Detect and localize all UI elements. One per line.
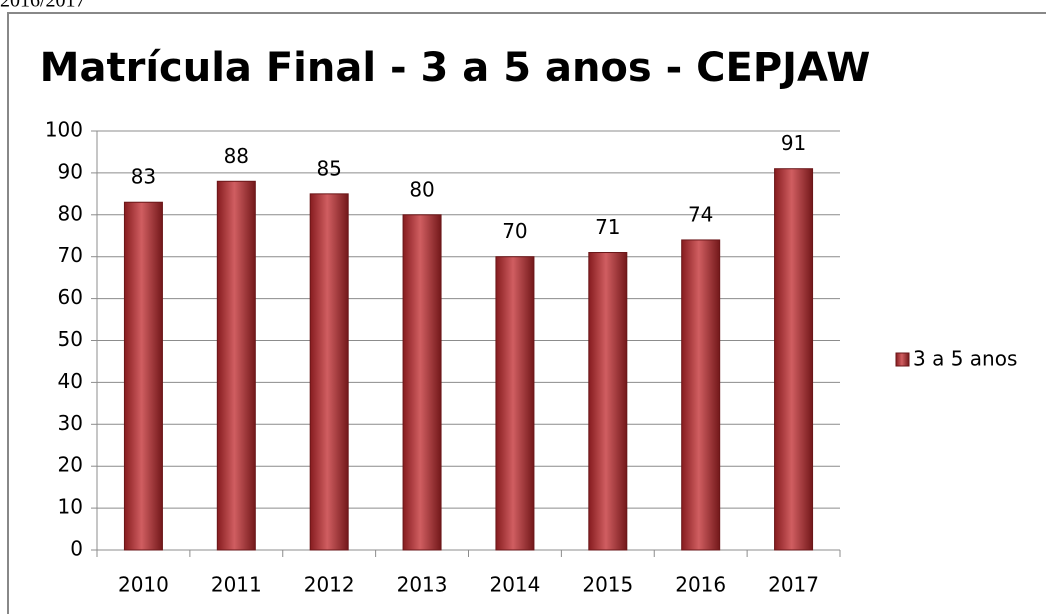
y-tick-label: 90 (58, 159, 83, 183)
chart-title: Matrícula Final - 3 a 5 anos - CEPJAW (40, 45, 871, 91)
x-tick-label: 2016 (675, 573, 726, 597)
bar (309, 193, 349, 551)
bar (681, 239, 721, 551)
bar (588, 252, 628, 551)
x-tick-label: 2015 (582, 573, 633, 597)
x-tick-label: 2010 (118, 573, 169, 597)
y-tick-label: 80 (58, 201, 83, 225)
bar (402, 214, 442, 551)
value-label: 74 (688, 202, 713, 226)
y-tick-label: 100 (45, 118, 83, 142)
x-tick-label: 2012 (304, 573, 355, 597)
y-tick-label: 0 (70, 537, 83, 561)
y-tick-label: 70 (58, 243, 83, 267)
value-label: 70 (502, 219, 527, 243)
bar (774, 168, 814, 551)
x-tick-label: 2017 (768, 573, 819, 597)
bar (495, 256, 535, 551)
y-tick-label: 40 (58, 369, 83, 393)
x-tick-label: 2011 (211, 573, 262, 597)
value-label: 80 (409, 177, 434, 201)
y-tick-label: 20 (58, 453, 83, 477)
legend-swatch (895, 352, 910, 367)
value-label: 91 (781, 131, 806, 155)
legend-label: 3 a 5 anos (913, 347, 1017, 371)
y-tick-label: 10 (58, 495, 83, 519)
value-label: 88 (224, 144, 249, 168)
value-label: 71 (595, 215, 620, 239)
y-tick-label: 30 (58, 411, 83, 435)
y-tick-label: 60 (58, 285, 83, 309)
value-label: 85 (316, 156, 341, 180)
x-tick-label: 2013 (397, 573, 448, 597)
bar (123, 201, 163, 551)
value-label: 83 (131, 165, 156, 189)
x-tick-label: 2014 (489, 573, 540, 597)
y-tick-label: 50 (58, 327, 83, 351)
bar (216, 180, 256, 551)
caption: 2016/2017 (0, 0, 86, 12)
